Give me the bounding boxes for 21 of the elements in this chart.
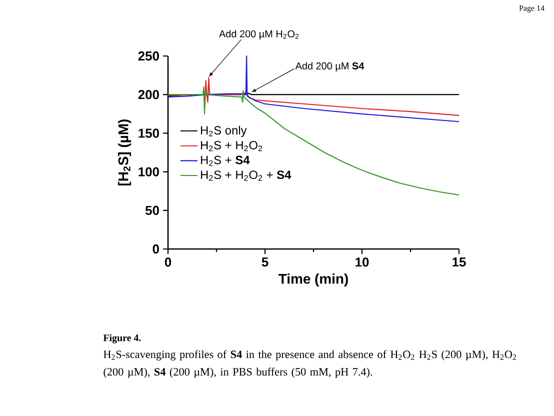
x-axis-title: Time (min) [278, 274, 348, 287]
y-tick-label: 150 [138, 128, 159, 138]
legend-label: H$_{2}$S only [201, 126, 247, 137]
y-tick-label: 100 [138, 167, 159, 176]
x-tick-label: 5 [262, 258, 268, 267]
y-tick-label: 0 [152, 244, 159, 254]
annotation: Add 200 µM S4 [295, 62, 364, 72]
x-tick-label: 15 [452, 258, 466, 267]
caption: Figure 4. [103, 334, 141, 344]
x-tick-label: 10 [356, 258, 369, 267]
legend-label: H$_{2}$S + S4 [201, 156, 250, 166]
x-tick-label: 0 [164, 258, 172, 267]
legend-label: H$_{2}$S + H$_{2}$O$_{2}$ + S4 [201, 170, 292, 181]
y-tick-label: 200 [138, 90, 159, 100]
text: H$_{2}$S-scavenging profiles of S4 in the presence and absence of H$_{2}$O$_{2}$ H$_{2}$S (200 µM), H$_{2}$O$_{2}$ (200 µM), S4 (200 µM), in PBS buffers (50 mM, pH 7.4). [104, 350, 516, 378]
line-series [167, 86, 460, 196]
y-axis-title: [H$_{2}$S] (µM) [118, 120, 132, 186]
y-tick-label: 250 [138, 51, 159, 61]
annotation: Add 200 µM H$_{2}$O$_{2}$ [219, 30, 299, 40]
y-tick-label: 50 [145, 206, 159, 215]
legend-label: H$_{2}$S + H$_{2}$O$_{2}$ [201, 140, 262, 152]
